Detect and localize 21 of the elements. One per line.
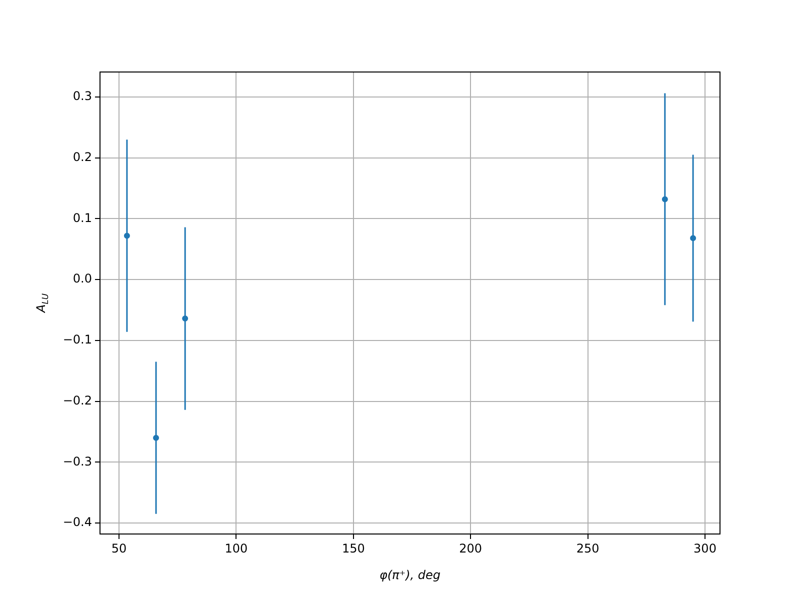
x-tick-label: 250	[576, 541, 600, 556]
y-axis-title: ALU	[34, 293, 50, 314]
y-tick-label: −0.2	[62, 393, 92, 408]
y-tick-label: −0.3	[62, 454, 92, 468]
x-tick-label: 300	[694, 541, 716, 556]
y-tick-label: 0.3	[72, 89, 92, 104]
x-axis-title: φ(π⁺), deg	[379, 568, 441, 582]
y-tick-label: −0.4	[62, 515, 92, 530]
y-tick-label: 0.0	[72, 272, 92, 286]
x-tick-label: 100	[224, 541, 248, 556]
point	[182, 316, 188, 322]
point	[153, 434, 160, 441]
point	[124, 232, 130, 239]
point	[690, 235, 696, 242]
y-tick-label: 0.1	[72, 210, 92, 225]
y-tick-label: 0.2	[72, 150, 92, 164]
x-tick-label: 50	[111, 541, 127, 556]
point	[662, 196, 668, 202]
x-tick-label: 200	[459, 541, 482, 556]
y-tick-label: −0.1	[62, 332, 92, 347]
x-tick-label: 150	[342, 541, 365, 556]
